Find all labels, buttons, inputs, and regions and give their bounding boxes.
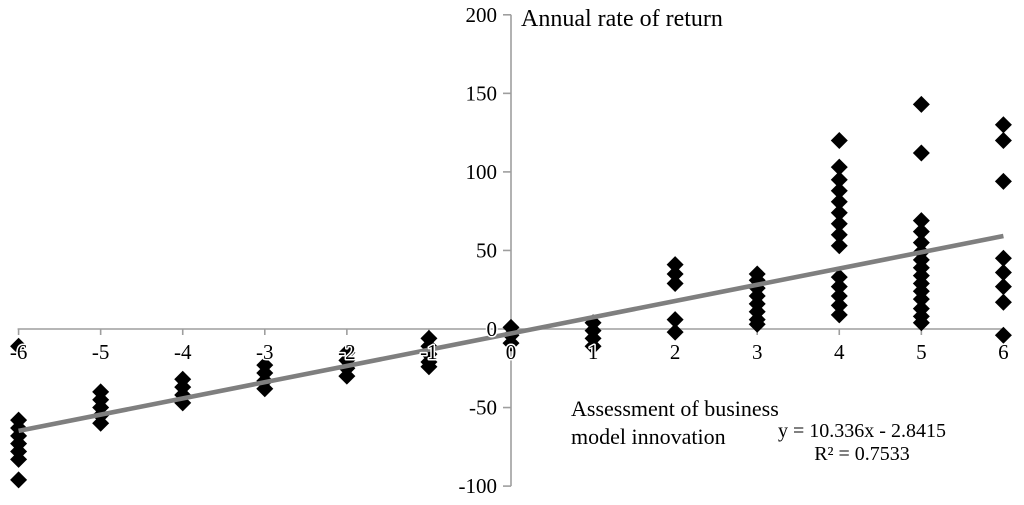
- data-point: [830, 204, 848, 222]
- data-point: [994, 278, 1012, 296]
- x-tick-label: -4: [174, 340, 192, 364]
- data-point: [830, 215, 848, 233]
- x-axis-title: Assessment of business model innovation: [571, 396, 779, 449]
- data-point: [994, 172, 1012, 190]
- data-point: [830, 158, 848, 176]
- y-tick-label: 200: [466, 3, 498, 27]
- data-point: [666, 265, 684, 283]
- data-point: [830, 278, 848, 296]
- data-point: [92, 414, 110, 432]
- y-tick-label: -50: [469, 396, 497, 420]
- x-tick-label: 5: [916, 340, 927, 364]
- data-point: [912, 223, 930, 241]
- data-point: [912, 95, 930, 113]
- data-point: [666, 274, 684, 292]
- x-tick-label: 4: [834, 340, 845, 364]
- data-point: [748, 315, 766, 333]
- data-point: [830, 131, 848, 149]
- y-tick-label: 150: [466, 81, 498, 105]
- x-tick-label: 0: [506, 340, 517, 364]
- data-point: [830, 182, 848, 200]
- y-tick-label: -100: [459, 474, 498, 498]
- data-point: [10, 337, 28, 355]
- data-point: [830, 287, 848, 305]
- trendline-equation: y = 10.336x - 2.8415: [778, 420, 946, 442]
- data-point: [666, 311, 684, 329]
- trendline-r-squared: R² = 0.7533: [814, 443, 910, 465]
- data-point: [584, 337, 602, 355]
- y-tick-label: 50: [476, 238, 497, 262]
- data-point: [994, 263, 1012, 281]
- data-point: [830, 193, 848, 211]
- x-tick-label: -6: [10, 340, 28, 364]
- x-tick-label: 2: [670, 340, 681, 364]
- data-point: [502, 334, 520, 352]
- data-point: [912, 314, 930, 332]
- data-point: [994, 293, 1012, 311]
- data-point: [830, 296, 848, 314]
- trendline: [18, 233, 1004, 434]
- chart-title: Annual rate of return: [521, 6, 723, 32]
- y-tick-label: 100: [466, 160, 498, 184]
- x-tick-label: -5: [92, 340, 110, 364]
- data-point: [830, 237, 848, 255]
- data-point: [994, 249, 1012, 267]
- x-tick-label: -3: [256, 340, 274, 364]
- data-point: [338, 367, 356, 385]
- data-point: [830, 171, 848, 189]
- data-point: [830, 306, 848, 324]
- y-tick-label: 0: [487, 317, 498, 341]
- data-point: [420, 358, 438, 376]
- data-point: [10, 450, 28, 468]
- data-point: [666, 323, 684, 341]
- x-tick-label: 3: [752, 340, 763, 364]
- x-tick-label: -1: [420, 340, 438, 364]
- data-point: [666, 256, 684, 274]
- data-point: [912, 290, 930, 308]
- x-tick-label: 6: [998, 340, 1009, 364]
- data-point: [912, 212, 930, 230]
- data-point: [994, 116, 1012, 134]
- data-point: [994, 131, 1012, 149]
- trendline-annotation: y = 10.336x - 2.8415 R² = 0.7533: [752, 420, 972, 466]
- data-point: [912, 234, 930, 252]
- data-point: [830, 226, 848, 244]
- data-point: [912, 144, 930, 162]
- data-point: [994, 326, 1012, 344]
- x-tick-label: -2: [338, 340, 356, 364]
- x-tick-label: 1: [588, 340, 599, 364]
- data-point: [830, 268, 848, 286]
- data-point: [10, 471, 28, 489]
